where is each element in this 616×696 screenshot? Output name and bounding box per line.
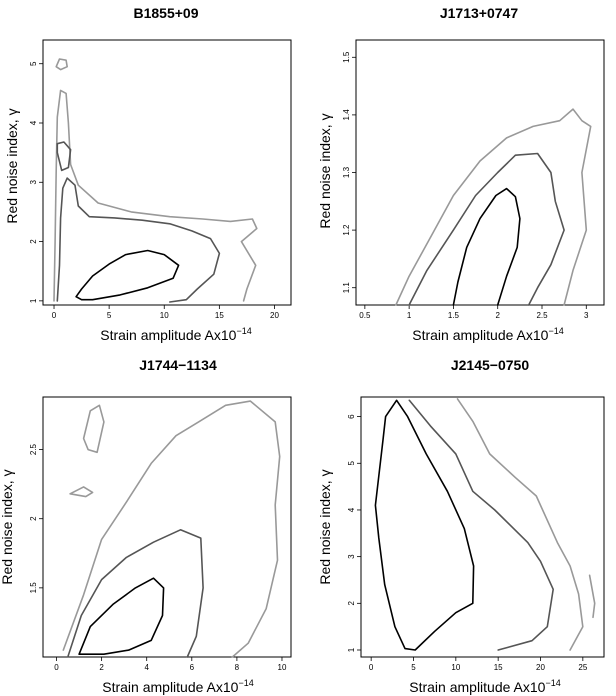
panel-1-ylabel: Red noise index, γ bbox=[4, 108, 20, 223]
x-tick-label: 10 bbox=[160, 311, 169, 320]
x-tick-label: 15 bbox=[215, 311, 224, 320]
x-tick-label: 3 bbox=[584, 311, 589, 320]
y-tick-label: 3 bbox=[29, 180, 38, 185]
x-tick-label: 5 bbox=[107, 311, 112, 320]
panel-j1713: J1713+0747 Strain amplitude Ax10−14 Red … bbox=[317, 5, 605, 343]
x-tick-label: 8 bbox=[235, 663, 240, 672]
contour-outer-tail bbox=[588, 574, 596, 619]
y-tick-label: 1.4 bbox=[342, 109, 351, 121]
y-tick-label: 4 bbox=[29, 120, 38, 125]
y-tick-label: 1.1 bbox=[342, 282, 351, 294]
x-tick-label: 0 bbox=[52, 311, 57, 320]
y-tick-label: 2.5 bbox=[29, 443, 38, 455]
x-tick-label: 0.5 bbox=[359, 311, 371, 320]
plot-frame bbox=[360, 396, 605, 658]
y-tick-label: 5 bbox=[347, 461, 356, 466]
x-tick-label: 25 bbox=[578, 663, 587, 672]
y-tick-label: 1.5 bbox=[342, 51, 351, 63]
x-tick-label: 6 bbox=[190, 663, 195, 672]
plot-frame bbox=[42, 39, 292, 306]
panel-3-ylabel: Red noise index, γ bbox=[0, 469, 15, 584]
contour-outer bbox=[456, 398, 584, 651]
contour-middle bbox=[67, 528, 204, 658]
x-tick-label: 0 bbox=[369, 663, 374, 672]
y-tick-label: 2 bbox=[29, 239, 38, 244]
contour-middle bbox=[408, 399, 555, 651]
panel-2-title: J1713+0747 bbox=[440, 5, 518, 21]
y-tick-label: 3 bbox=[347, 554, 356, 559]
contour-outer bbox=[62, 400, 281, 658]
x-tick-label: 20 bbox=[270, 311, 279, 320]
y-tick-label: 2 bbox=[347, 601, 356, 606]
contour-inner bbox=[374, 399, 475, 651]
contour-inner bbox=[452, 187, 521, 306]
contour-middle-island bbox=[56, 141, 72, 172]
y-tick-label: 1.5 bbox=[29, 582, 38, 594]
panel-1-xlabel: Strain amplitude Ax10−14 bbox=[100, 326, 251, 343]
x-tick-label: 20 bbox=[536, 663, 545, 672]
x-tick-label: 1.5 bbox=[448, 311, 460, 320]
panel-b1855: B1855+09 Strain amplitude Ax10−14 Red no… bbox=[4, 5, 292, 343]
y-tick-label: 1 bbox=[29, 298, 38, 303]
y-tick-label: 1 bbox=[347, 647, 356, 652]
contour-inner bbox=[78, 577, 165, 656]
contour-middle bbox=[56, 177, 221, 303]
y-tick-label: 1.3 bbox=[342, 166, 351, 178]
x-tick-label: 10 bbox=[451, 663, 460, 672]
x-tick-label: 15 bbox=[494, 663, 503, 672]
y-tick-label: 2 bbox=[29, 516, 38, 521]
panel-3-title: J1744−1134 bbox=[139, 357, 217, 373]
plot-frame bbox=[42, 396, 292, 658]
y-tick-label: 1.2 bbox=[342, 224, 351, 236]
contour-inner bbox=[75, 249, 180, 301]
contour-outer-island-small bbox=[69, 486, 94, 498]
y-tick-label: 4 bbox=[347, 507, 356, 512]
panel-4-xlabel: Strain amplitude Ax10−14 bbox=[409, 678, 560, 695]
x-tick-label: 10 bbox=[278, 663, 287, 672]
contour-outer bbox=[395, 108, 592, 306]
panel-4-title: J2145−0750 bbox=[451, 357, 529, 373]
panel-1-title: B1855+09 bbox=[133, 5, 198, 21]
x-tick-label: 2.5 bbox=[536, 311, 548, 320]
x-tick-label: 4 bbox=[144, 663, 149, 672]
contour-outer-island-top bbox=[55, 58, 68, 71]
panel-4-ylabel: Red noise index, γ bbox=[317, 469, 333, 584]
panel-j1744: J1744−1134 Strain amplitude Ax10−14 Red … bbox=[0, 357, 292, 695]
x-tick-label: 2 bbox=[99, 663, 104, 672]
x-tick-label: 1 bbox=[407, 311, 412, 320]
x-tick-label: 5 bbox=[411, 663, 416, 672]
contour-outer-island-blob bbox=[82, 404, 105, 454]
y-tick-label: 5 bbox=[29, 61, 38, 66]
panel-2-xlabel: Strain amplitude Ax10−14 bbox=[412, 326, 563, 343]
panel-3-xlabel: Strain amplitude Ax10−14 bbox=[102, 678, 253, 695]
x-tick-label: 0 bbox=[54, 663, 59, 672]
panel-2-ylabel: Red noise index, γ bbox=[317, 113, 333, 228]
contour-outer bbox=[53, 89, 258, 302]
plot-frame bbox=[355, 39, 605, 306]
panel-j2145: J2145−0750 Strain amplitude Ax10−14 Red … bbox=[317, 357, 605, 695]
y-tick-label: 6 bbox=[347, 414, 356, 419]
x-tick-label: 2 bbox=[495, 311, 500, 320]
contour-middle bbox=[408, 152, 565, 306]
